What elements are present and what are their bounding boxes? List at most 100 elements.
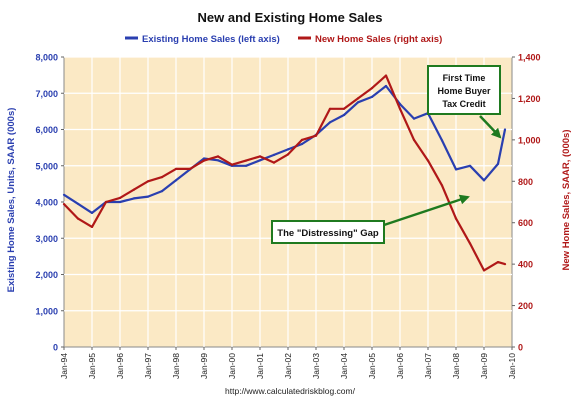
series-point: [216, 159, 220, 162]
series-point: [384, 84, 388, 88]
series-point: [300, 142, 304, 146]
series-point: [62, 203, 66, 206]
annotation-gap-box: [271, 220, 385, 244]
series-point: [286, 153, 290, 156]
legend-label-new: New Home Sales (right axis): [315, 34, 442, 45]
series-point: [454, 217, 458, 220]
series-point: [90, 225, 94, 228]
y-right-tick-label: 800: [518, 177, 533, 187]
x-tick-label: Jan-07: [423, 353, 433, 379]
y-right-tick-label: 1,400: [518, 53, 541, 63]
y-left-tick-label: 1,000: [35, 306, 58, 316]
x-axis: Jan-94 Jan-95 Jan-96 Jan-97 Jan-98 Jan-99 Jan-…: [59, 347, 517, 379]
series-point: [482, 179, 486, 182]
series-point: [454, 168, 458, 171]
series-point: [440, 184, 444, 187]
series-point: [356, 101, 360, 104]
series-point: [328, 107, 332, 110]
x-tick-label: Jan-02: [283, 353, 293, 379]
y-left-tick-label: 4,000: [35, 198, 58, 208]
series-point: [370, 87, 374, 90]
series-point: [258, 155, 262, 158]
y-left-tick-label: 3,000: [35, 234, 58, 244]
series-point: [496, 261, 500, 264]
y-right-tick-label: 600: [518, 218, 533, 228]
series-point: [104, 200, 108, 204]
series-point: [468, 164, 472, 167]
x-tick-label: Jan-06: [395, 353, 405, 379]
series-point: [202, 159, 206, 162]
series-point: [188, 167, 192, 170]
series-point: [230, 163, 234, 166]
x-tick-label: Jan-10: [507, 353, 517, 379]
x-tick-label: Jan-03: [311, 353, 321, 379]
series-point: [412, 117, 416, 120]
x-tick-label: Jan-08: [451, 353, 461, 379]
series-point: [118, 196, 122, 199]
series-point: [160, 190, 164, 193]
y-axis-left: 0 1,000 2,000 3,000 4,000 5,000 6,000 7,000 8,00…: [35, 53, 64, 353]
y-right-tick-label: 200: [518, 301, 533, 311]
y-left-tick-label: 6,000: [35, 125, 58, 135]
x-tick-label: Jan-99: [199, 353, 209, 379]
y-left-tick-label: 0: [53, 343, 58, 353]
y-right-tick-label: 1,200: [518, 94, 541, 104]
series-point: [314, 134, 318, 137]
legend: Existing Home Sales (left axis) New Home…: [125, 34, 442, 45]
series-point: [216, 155, 220, 158]
annotation-tax-credit-arrow: [479, 115, 502, 139]
x-tick-label: Jan-00: [227, 353, 237, 379]
x-tick-label: Jan-01: [255, 353, 265, 379]
annotation-tax-credit: First Time Home Buyer Tax Credit: [427, 65, 502, 139]
y-left-tick-label: 7,000: [35, 89, 58, 99]
series-point: [342, 107, 346, 110]
series-point: [132, 188, 136, 191]
series-point: [244, 164, 248, 167]
y-axis-right: 0 200 400 600 800 1,000 1,200 1,400: [512, 53, 541, 353]
series-point: [300, 138, 304, 141]
x-tick-label: Jan-94: [59, 353, 69, 379]
annotation-tax-credit-line-1: First Time: [443, 73, 486, 83]
chart-title: New and Existing Home Sales: [198, 10, 383, 25]
x-tick-label: Jan-09: [479, 353, 489, 379]
series-point: [384, 74, 388, 77]
annotation-gap-arrow: [383, 194, 470, 227]
series-point: [76, 217, 80, 220]
series-point: [174, 179, 178, 182]
y-left-tick-label: 8,000: [35, 53, 58, 63]
series-point: [440, 139, 444, 142]
series-point: [146, 180, 150, 183]
series-point: [90, 211, 94, 214]
series-point: [132, 197, 136, 200]
y-axis-left-label: Existing Home Sales, Units, SAAR (000s): [6, 108, 17, 293]
series-point: [258, 159, 262, 162]
x-tick-label: Jan-95: [87, 353, 97, 379]
source-url: http://www.calculatedriskblog.com/: [225, 386, 356, 396]
series-point: [202, 157, 206, 160]
annotation-gap-text: The "Distressing" Gap: [277, 228, 379, 239]
annotation-gap: The "Distressing" Gap: [271, 194, 470, 244]
series-point: [286, 148, 290, 151]
series-point: [272, 153, 276, 156]
series-point: [398, 103, 402, 106]
series-point: [503, 263, 507, 266]
x-tick-label: Jan-96: [115, 353, 125, 379]
y-right-tick-label: 400: [518, 260, 533, 270]
series-point: [503, 128, 507, 131]
series-point: [118, 200, 122, 204]
series-point: [62, 193, 66, 196]
annotation-tax-credit-line-2: Home Buyer: [437, 86, 491, 96]
annotation-tax-credit-line-3: Tax Credit: [442, 99, 485, 109]
series-point: [468, 242, 472, 245]
series-point: [76, 202, 80, 205]
x-tick-label: Jan-98: [171, 353, 181, 379]
series-point: [272, 161, 276, 164]
y-right-tick-label: 0: [518, 343, 523, 353]
x-tick-label: Jan-97: [143, 353, 153, 379]
series-point: [426, 159, 430, 162]
x-tick-label: Jan-04: [339, 353, 349, 379]
series-point: [160, 176, 164, 179]
series-point: [342, 113, 346, 117]
series-point: [328, 121, 332, 124]
